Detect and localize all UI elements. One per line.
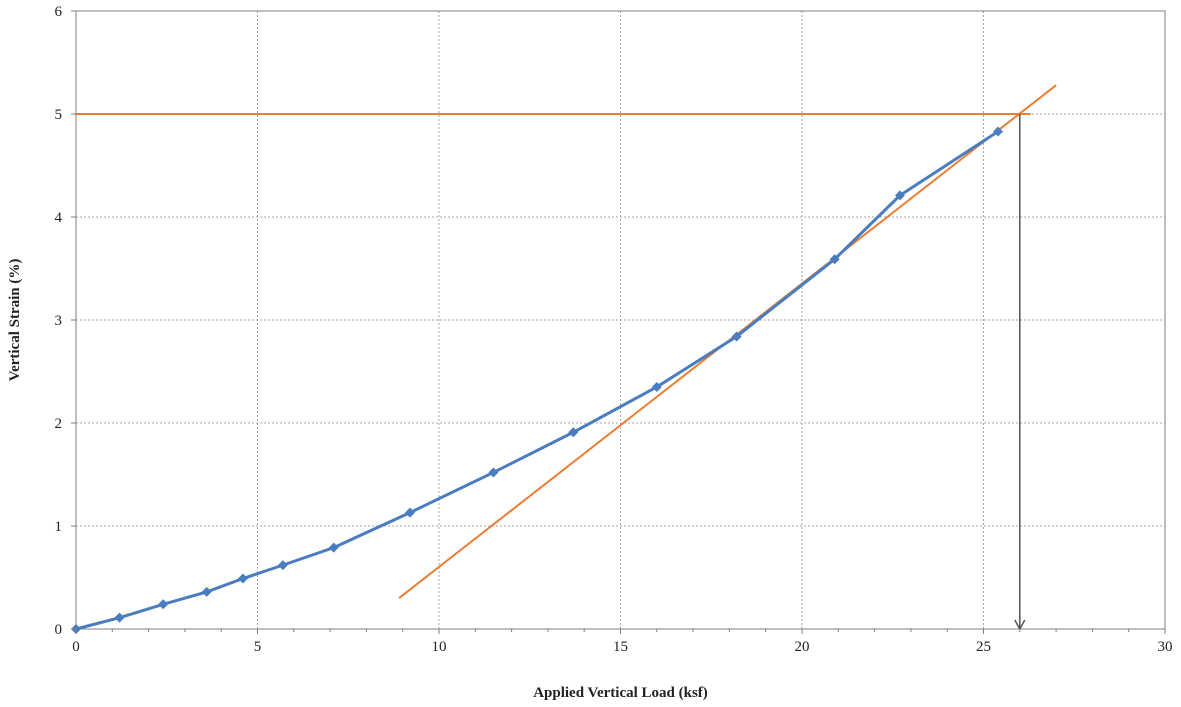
data-point bbox=[158, 599, 169, 610]
load-arrow bbox=[1014, 114, 1026, 631]
data-point bbox=[568, 427, 579, 438]
x-tick-label: 20 bbox=[795, 639, 810, 655]
y-tick-label: 5 bbox=[55, 107, 63, 123]
x-axis-title: Applied Vertical Load (ksf) bbox=[533, 685, 708, 701]
data-point bbox=[993, 126, 1004, 137]
reference-lines bbox=[76, 84, 1057, 599]
data-point bbox=[404, 507, 415, 518]
x-tick-label: 5 bbox=[254, 639, 262, 655]
x-tick-label: 25 bbox=[976, 639, 991, 655]
y-axis-title: Vertical Strain (%) bbox=[7, 259, 23, 382]
data-point bbox=[895, 190, 906, 201]
series-line bbox=[75, 130, 999, 631]
data-point bbox=[731, 331, 742, 342]
data-point bbox=[488, 467, 499, 478]
x-tick-label: 30 bbox=[1158, 639, 1173, 655]
tick-labels: 0 5 10 15 20 25 30 0 1 2 3 4 5 6 bbox=[55, 4, 1173, 655]
x-tick-label: 15 bbox=[613, 639, 628, 655]
data-point bbox=[114, 612, 125, 623]
y-tick-label: 4 bbox=[55, 210, 63, 226]
y-tick-label: 2 bbox=[55, 416, 63, 432]
data-point bbox=[328, 542, 339, 553]
x-tick-label: 0 bbox=[72, 639, 80, 655]
y-tick-label: 6 bbox=[55, 4, 63, 20]
data-point bbox=[277, 560, 288, 571]
grid bbox=[76, 11, 1165, 629]
series bbox=[71, 126, 1004, 634]
data-point bbox=[237, 573, 248, 584]
y-tick-label: 1 bbox=[55, 519, 63, 535]
y-tick-label: 3 bbox=[55, 313, 63, 329]
data-point bbox=[201, 586, 212, 597]
y-tick-label: 0 bbox=[55, 622, 63, 638]
data-point bbox=[829, 254, 840, 265]
x-tick-label: 10 bbox=[432, 639, 447, 655]
data-point bbox=[651, 381, 662, 392]
